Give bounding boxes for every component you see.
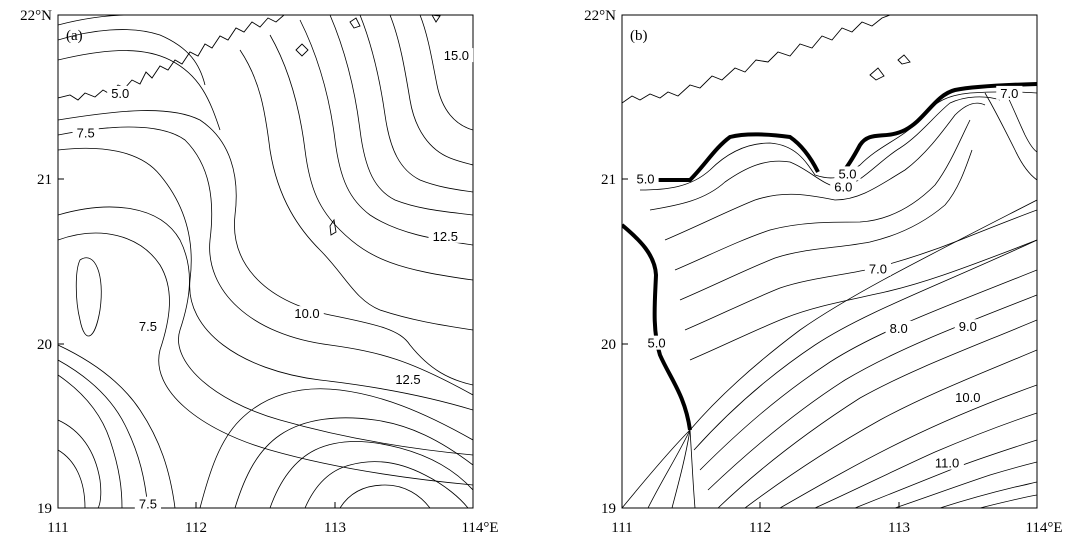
panel-a-ytick-label: 19 bbox=[37, 501, 52, 517]
panel-b: (b) 111 112 113 114°E 22°N 21 20 19 7.0 5… bbox=[584, 8, 1062, 536]
panel-b-ytick-label: 22°N bbox=[584, 8, 616, 24]
contour-label: 6.0 bbox=[834, 180, 852, 195]
contour-label: 7.0 bbox=[1000, 86, 1018, 101]
contour-label: 10.0 bbox=[294, 306, 319, 321]
contour-label: 5.0 bbox=[648, 336, 666, 351]
panel-b-xtick-label: 114°E bbox=[1025, 520, 1062, 536]
panel-a-xtick-label: 113 bbox=[324, 520, 346, 536]
contour-label: 8.0 bbox=[890, 321, 908, 336]
panel-a-label: (a) bbox=[66, 28, 83, 44]
panel-a-ytick-label: 21 bbox=[37, 172, 52, 188]
contour-label: 5.0 bbox=[636, 171, 654, 186]
panel-b-ytick-label: 19 bbox=[601, 501, 616, 517]
panel-a-ytick-labels: 22°N 21 20 19 bbox=[20, 8, 52, 517]
contour-label: 10.0 bbox=[955, 390, 980, 405]
contour-label: 7.0 bbox=[869, 262, 887, 277]
panel-a-ytick-label: 20 bbox=[37, 337, 52, 353]
panel-a-ytick-label: 22°N bbox=[20, 8, 52, 24]
contour-label: 7.5 bbox=[139, 497, 157, 512]
contour-label: 12.5 bbox=[395, 372, 420, 387]
panel-b-xtick-label: 111 bbox=[611, 520, 632, 536]
panel-b-xtick-label: 112 bbox=[749, 520, 771, 536]
contour-label: 11.0 bbox=[935, 456, 959, 471]
contour-label: 9.0 bbox=[959, 319, 977, 334]
panel-a-xtick-label: 112 bbox=[185, 520, 207, 536]
panel-a-xtick-labels: 111 112 113 114°E bbox=[47, 520, 498, 536]
panel-a-xtick-label: 114°E bbox=[461, 520, 498, 536]
contour-label: 7.5 bbox=[139, 319, 157, 334]
panel-b-ytick-label: 20 bbox=[601, 337, 616, 353]
panel-b-ytick-label: 21 bbox=[601, 172, 616, 188]
contour-label: 15.0 bbox=[444, 48, 469, 63]
panel-a-xtick-label: 111 bbox=[47, 520, 68, 536]
panel-a: (a) 111 112 113 114°E 22°N 21 20 19 5.0 7… bbox=[20, 8, 498, 536]
contour-label: 7.5 bbox=[77, 125, 95, 140]
panel-b-xtick-label: 113 bbox=[888, 520, 910, 536]
panel-b-ytick-labels: 22°N 21 20 19 bbox=[584, 8, 616, 517]
contour-label: 12.5 bbox=[433, 229, 458, 244]
panel-b-xtick-labels: 111 112 113 114°E bbox=[611, 520, 1062, 536]
panel-b-label: (b) bbox=[630, 28, 648, 44]
contour-label: 5.0 bbox=[111, 86, 129, 101]
